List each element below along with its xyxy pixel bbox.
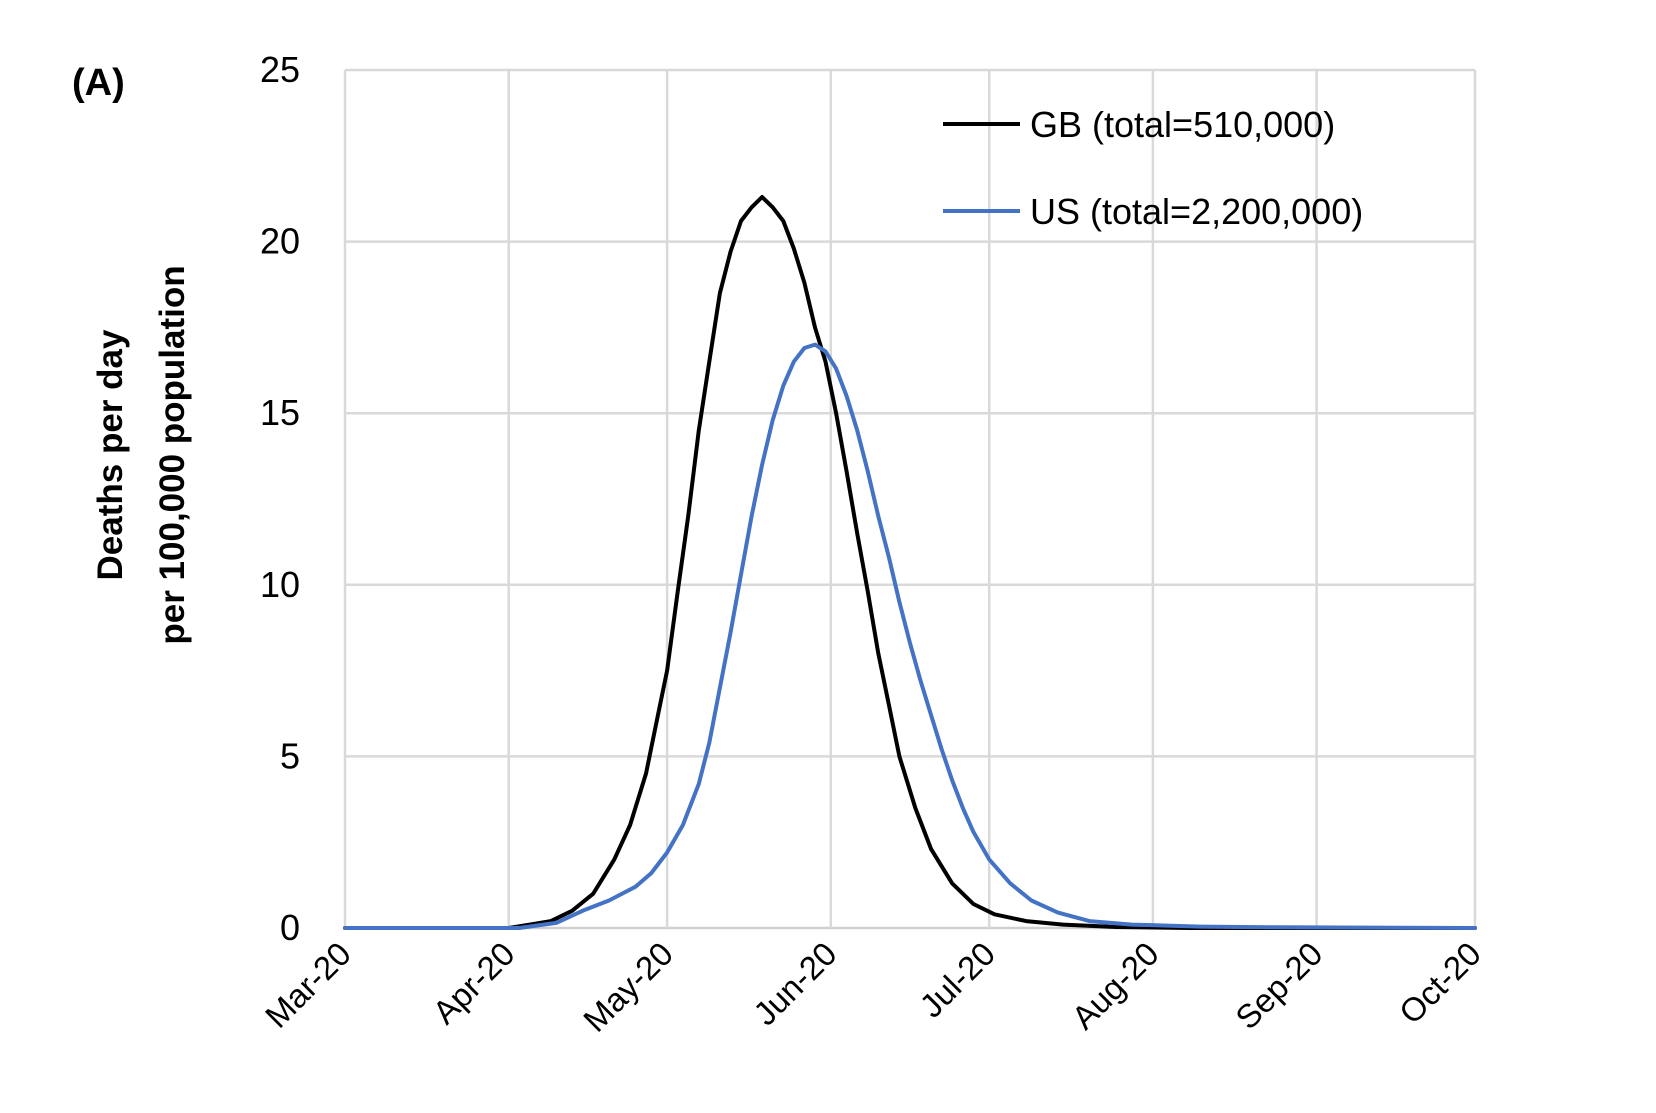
panel-label: (A) [72, 62, 125, 104]
x-tick-label: Apr-20 [425, 935, 521, 1031]
x-tick-label: Oct-20 [1392, 935, 1488, 1031]
x-tick-label: Aug-20 [1064, 935, 1165, 1036]
series-line-us [343, 342, 1477, 930]
series-line-gb [343, 195, 1477, 930]
x-tick-label: Jun-20 [746, 935, 844, 1033]
y-tick-label: 20 [260, 221, 300, 262]
y-tick-label: 5 [280, 735, 300, 776]
legend-label-us: US (total=2,200,000) [1030, 191, 1363, 232]
x-tick-label: Jul-20 [912, 935, 1002, 1025]
x-tick-label: Mar-20 [258, 935, 358, 1035]
y-tick-label: 15 [260, 392, 300, 433]
x-tick-label: May-20 [576, 935, 680, 1039]
x-axis-ticks: Mar-20 Apr-20 May-20 Jun-20 Jul-20 Aug-20 Sep-… [258, 935, 1488, 1039]
y-tick-label: 25 [260, 49, 300, 90]
y-axis-label-line-2: per 100,000 population [153, 265, 192, 644]
y-tick-label: 0 [280, 907, 300, 948]
x-tick-label: Sep-20 [1228, 935, 1329, 1036]
y-tick-label: 10 [260, 564, 300, 605]
legend: GB (total=510,000) US (total=2,200,000) [943, 104, 1363, 232]
y-axis-ticks: 0 5 10 15 20 25 [260, 49, 300, 948]
series-lines [343, 195, 1477, 930]
legend-label-gb: GB (total=510,000) [1030, 104, 1335, 145]
y-axis-label-line-1: Deaths per day [91, 329, 130, 580]
